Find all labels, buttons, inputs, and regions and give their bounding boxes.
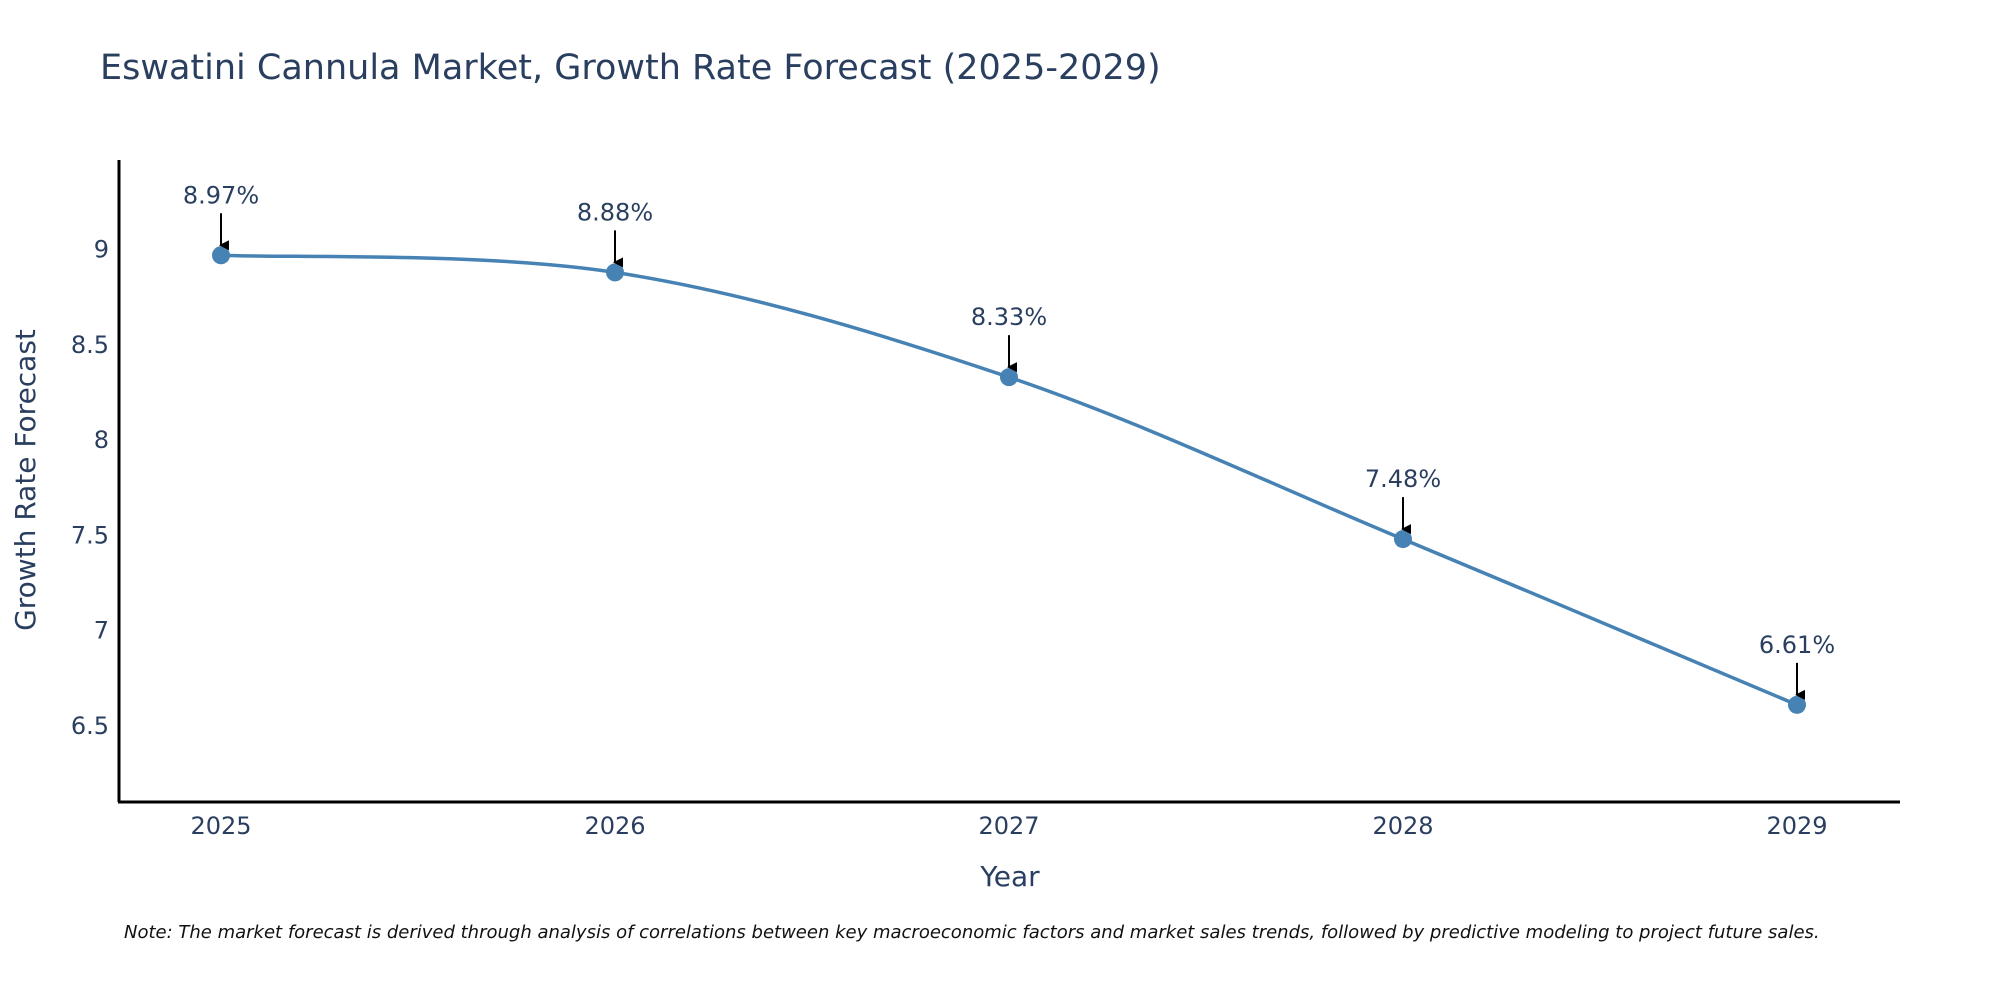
x-ticks: 2025 2026 2027 2028 2029 <box>190 812 1827 840</box>
y-tick-label: 6.5 <box>71 712 109 740</box>
data-point-2028[interactable] <box>1394 530 1412 549</box>
data-point-2029[interactable] <box>1788 695 1806 714</box>
y-tick-label: 9 <box>94 236 109 264</box>
x-axis-title: Year <box>979 860 1040 893</box>
data-label: 7.48% <box>1365 465 1441 493</box>
data-label: 8.33% <box>971 303 1047 331</box>
y-tick-label: 8.5 <box>71 331 109 359</box>
y-ticks: 6.5 7 7.5 8 8.5 9 <box>71 236 109 740</box>
y-tick-label: 8 <box>94 426 109 454</box>
data-point-2027[interactable] <box>1000 368 1018 387</box>
x-tick-label: 2028 <box>1372 812 1433 840</box>
annotations: 8.97% 8.88% 8.33% 7.48% 6.61% <box>183 181 1835 700</box>
y-axis-title: Growth Rate Forecast <box>9 329 42 631</box>
x-tick-label: 2029 <box>1766 812 1827 840</box>
series <box>212 246 1806 714</box>
data-point-2026[interactable] <box>606 263 624 282</box>
x-tick-label: 2027 <box>978 812 1039 840</box>
footnote: Note: The market forecast is derived thr… <box>124 922 1820 943</box>
y-tick-label: 7 <box>94 617 109 645</box>
x-tick-label: 2026 <box>584 812 645 840</box>
data-label: 8.88% <box>577 198 653 226</box>
data-label: 8.97% <box>183 181 259 209</box>
chart-title: Eswatini Cannula Market, Growth Rate For… <box>100 48 1161 88</box>
x-tick-label: 2025 <box>190 812 251 840</box>
data-label: 6.61% <box>1759 631 1835 659</box>
y-tick-label: 7.5 <box>71 521 109 549</box>
data-point-2025[interactable] <box>212 246 230 265</box>
axes <box>117 160 1900 804</box>
